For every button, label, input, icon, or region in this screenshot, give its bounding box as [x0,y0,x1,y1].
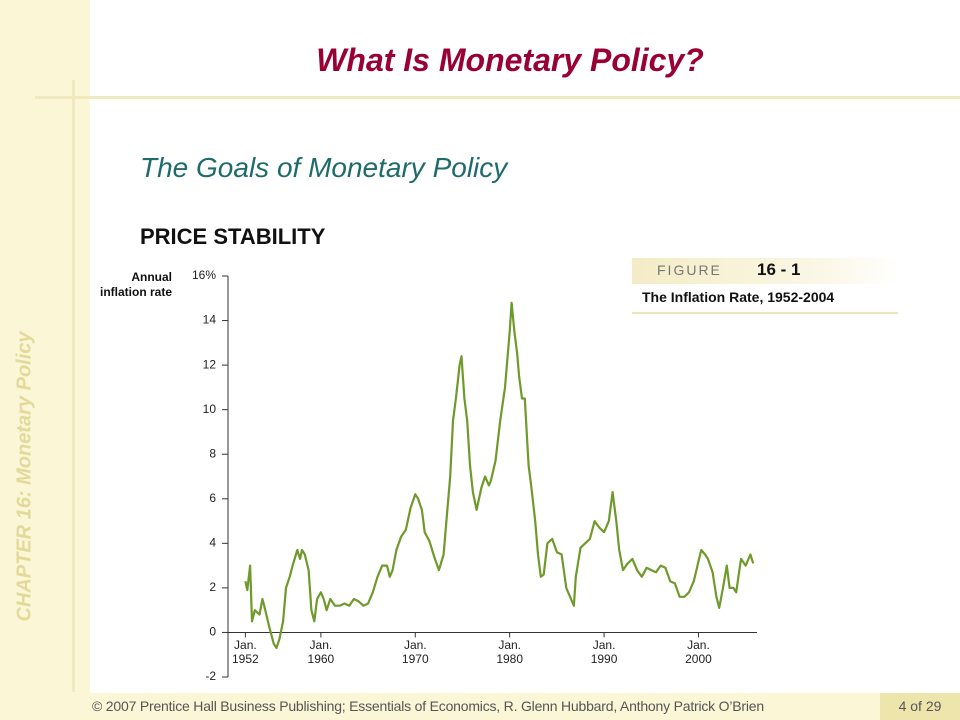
y-tick-label: 14 [203,313,217,327]
y-tick-label: 4 [209,536,216,550]
rule [72,80,75,692]
y-tick-label: -2 [205,669,216,683]
rule [35,96,960,99]
footer-band [0,693,960,720]
figure-box [632,258,900,284]
figure-caption: The Inflation Rate, 1952-2004 [642,289,835,305]
x-tick-label: Jan. 2000 [685,638,712,667]
heading: PRICE STABILITY [140,224,326,249]
x-tick-label: Jan. 1980 [496,638,524,667]
rule [632,312,898,314]
footer: © 2007 Prentice Hall Business Publishing… [92,698,764,714]
y-axis-label: Annual inflation rate [100,270,173,299]
y-tick-label: 12 [203,357,217,371]
slide-title: What Is Monetary Policy? [316,42,704,78]
x-tick-label: Jan. 1952 [232,638,259,667]
page-box [880,693,960,720]
y-tick-label: 8 [209,446,216,460]
y-tick-label: 6 [209,491,216,505]
figure-label: FIGURE [657,262,722,278]
page-number: 4 of 29 [898,698,942,714]
figure-number: 16 - 1 [757,260,801,279]
x-tick-label: Jan. 1960 [307,638,335,667]
x-tick-label: Jan. 1970 [401,638,429,667]
x-tick-label: Jan. 1990 [590,638,618,667]
subtitle: The Goals of Monetary Policy [140,152,508,183]
side-band [0,0,90,720]
y-tick-label: 16% [192,268,216,282]
y-tick-label: 2 [209,580,216,594]
inflation-line [244,301,755,650]
y-tick-label: 0 [209,625,216,639]
y-tick-label: 10 [203,402,217,416]
